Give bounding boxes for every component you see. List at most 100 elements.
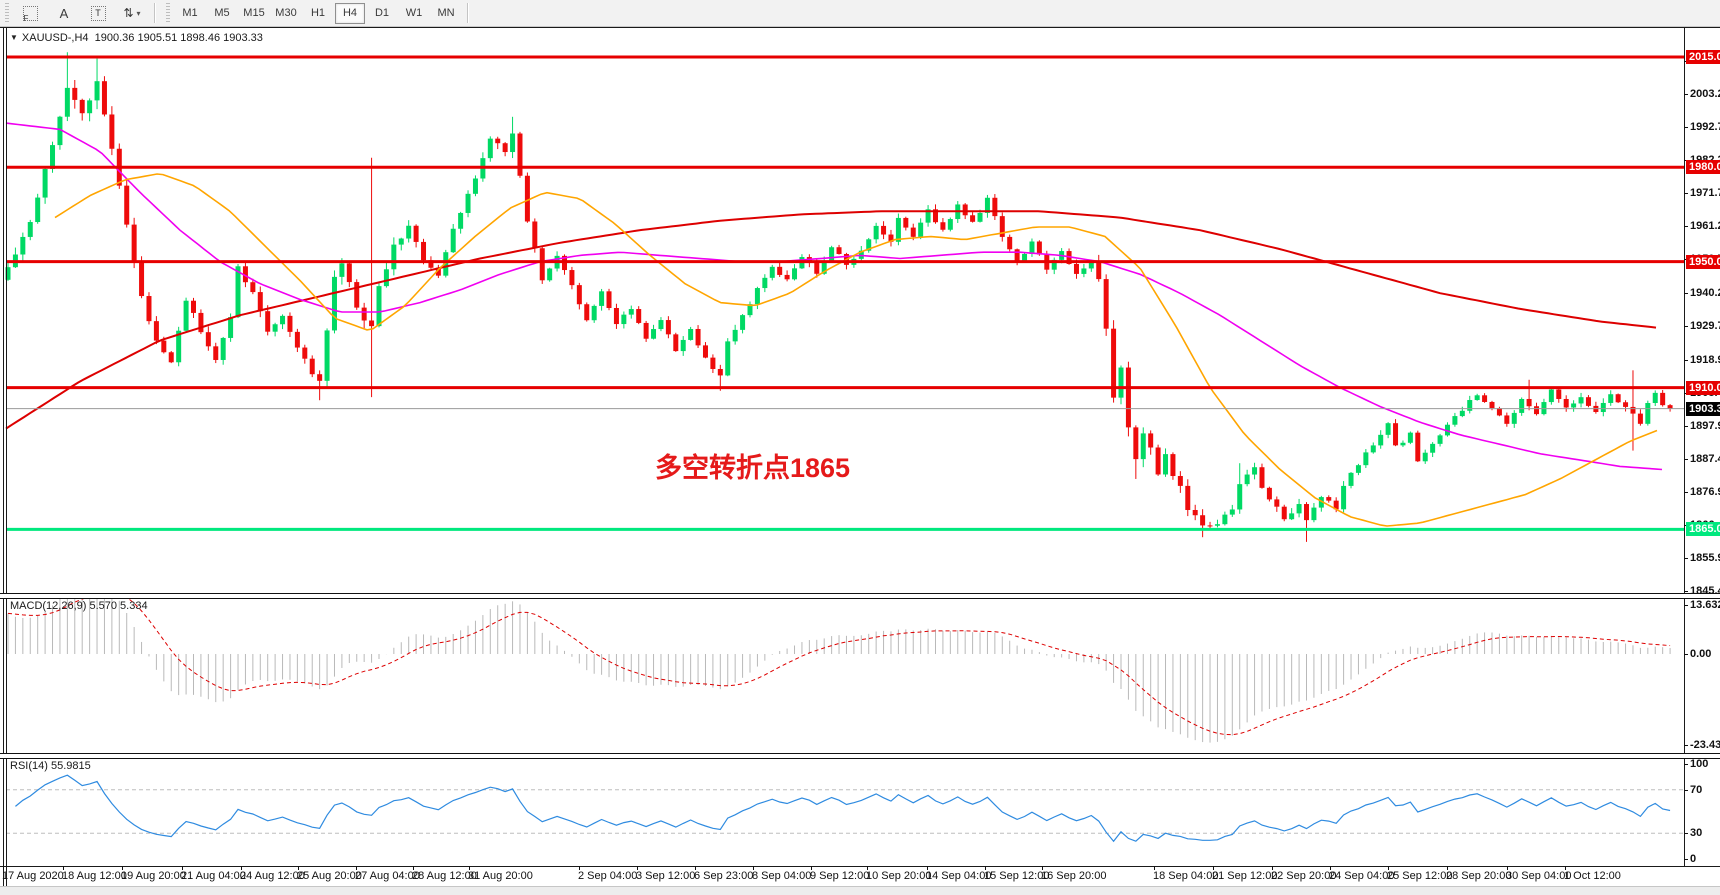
time-label: 28 Aug 12:00: [412, 870, 477, 882]
candle: [680, 336, 686, 356]
time-tick-mark: [1565, 866, 1566, 870]
candle: [27, 219, 33, 241]
candle: [495, 136, 501, 150]
text-tool-button[interactable]: A: [47, 2, 81, 24]
timeframe-button-d1[interactable]: D1: [374, 7, 390, 19]
arrows-tool-button[interactable]: ⇅ ▾: [115, 2, 149, 24]
price-tick-mark: [1684, 591, 1688, 592]
candle: [1341, 481, 1347, 513]
candle: [1615, 393, 1621, 404]
text-label-tool-button[interactable]: T: [81, 2, 115, 24]
pane-separator-rsi[interactable]: [0, 753, 1720, 759]
candle: [1348, 472, 1354, 489]
toolbar-grip-2[interactable]: [164, 3, 171, 23]
macd-tick-mark: [1684, 654, 1688, 655]
time-tick-mark: [927, 866, 928, 870]
time-label: 2 Sep 04:00: [578, 870, 638, 882]
time-tick-mark: [867, 866, 868, 870]
candle: [517, 131, 523, 178]
drawing-tools-group: F A T ⇅ ▾: [13, 2, 149, 24]
candle: [435, 264, 441, 279]
macd-label: MACD(12,26,9) 5.570 5.334: [10, 600, 148, 612]
candle: [1355, 463, 1361, 476]
fibonacci-f-glyph: F: [23, 13, 29, 23]
candle: [124, 177, 130, 228]
timeframe-group: M1 M5 M15 M30 H1 H4 D1 W1 MN: [174, 2, 462, 24]
time-label: 8 Sep 04:00: [752, 870, 812, 882]
candle: [1407, 431, 1413, 445]
macd-tick-mark: [1684, 745, 1688, 746]
time-label: 30 Sep 04:00: [1506, 870, 1572, 882]
candle: [747, 301, 753, 318]
timeframe-button-h1[interactable]: H1: [310, 7, 326, 19]
candle: [64, 52, 70, 122]
time-label: 24 Aug 12:00: [240, 870, 305, 882]
candle: [1660, 389, 1666, 407]
price-tick-mark: [1684, 558, 1688, 559]
timeframe-button-m1[interactable]: M1: [182, 7, 198, 19]
candle: [1222, 511, 1228, 526]
ma-fast-orange-line: [54, 173, 1658, 527]
timeframe-button-h4[interactable]: H4: [335, 2, 365, 24]
symbol-dropdown-icon[interactable]: ▼: [10, 33, 18, 42]
timeframe-button-m5[interactable]: M5: [214, 7, 230, 19]
candle: [1133, 425, 1139, 479]
time-label: 1 Oct 12:00: [1564, 870, 1621, 882]
candle: [1563, 395, 1569, 412]
candle: [1237, 463, 1243, 514]
candle: [1051, 257, 1057, 275]
candle: [79, 98, 85, 121]
candle: [287, 312, 293, 337]
candle: [1600, 398, 1606, 417]
time-label: 24 Sep 04:00: [1329, 870, 1395, 882]
chart-window[interactable]: [0, 27, 1720, 886]
time-label: 3 Sep 12:00: [636, 870, 696, 882]
candle: [836, 244, 842, 255]
candle: [695, 325, 701, 349]
timeframe-button-mn[interactable]: MN: [437, 7, 455, 19]
candle: [176, 326, 182, 367]
chevron-down-icon: ▾: [136, 8, 141, 18]
timeframe-button-w1[interactable]: W1: [405, 7, 423, 19]
time-label: 16 Sep 20:00: [1041, 870, 1107, 882]
candle: [1140, 427, 1146, 468]
time-label: 9 Sep 12:00: [810, 870, 870, 882]
candle: [361, 302, 367, 329]
candle: [710, 354, 716, 374]
candle: [873, 222, 879, 244]
symbol-ohlc-line[interactable]: ▼ XAUUSD-,H4 1900.36 1905.51 1898.46 1903…: [10, 32, 263, 44]
rsi-tick-mark: [1684, 833, 1688, 834]
time-label: 6 Sep 23:00: [694, 870, 754, 882]
timeframe-button-m15[interactable]: M15: [243, 7, 265, 19]
toolbar-grip[interactable]: [3, 3, 10, 23]
time-label: 15 Sep 12:00: [984, 870, 1050, 882]
price-flag-1950.00: 1950.00: [1686, 255, 1720, 269]
candle: [354, 279, 360, 310]
candle: [1177, 471, 1183, 493]
candle: [1148, 430, 1154, 455]
pane-separator-macd[interactable]: [0, 593, 1720, 599]
candle: [57, 115, 63, 150]
candle: [139, 256, 145, 299]
candle: [613, 303, 619, 329]
candle: [1385, 422, 1391, 439]
candle: [524, 172, 530, 223]
candle: [101, 76, 107, 117]
price-tick-mark: [1684, 459, 1688, 460]
candle: [272, 322, 278, 337]
price-tick-label: 2003.20: [1690, 88, 1720, 100]
candle: [1318, 495, 1324, 512]
price-tick-mark: [1684, 360, 1688, 361]
price-flag-1980.00: 1980.00: [1686, 160, 1720, 174]
timeframe-button-m30[interactable]: M30: [275, 7, 297, 19]
candle: [1103, 274, 1109, 336]
candle: [918, 218, 924, 240]
candle: [881, 221, 887, 240]
price-tick-mark: [1684, 293, 1688, 294]
candle: [1125, 361, 1131, 437]
macd-histogram-layer: [7, 597, 1671, 743]
candle: [547, 267, 553, 282]
fibonacci-tool-button[interactable]: F: [13, 2, 47, 24]
